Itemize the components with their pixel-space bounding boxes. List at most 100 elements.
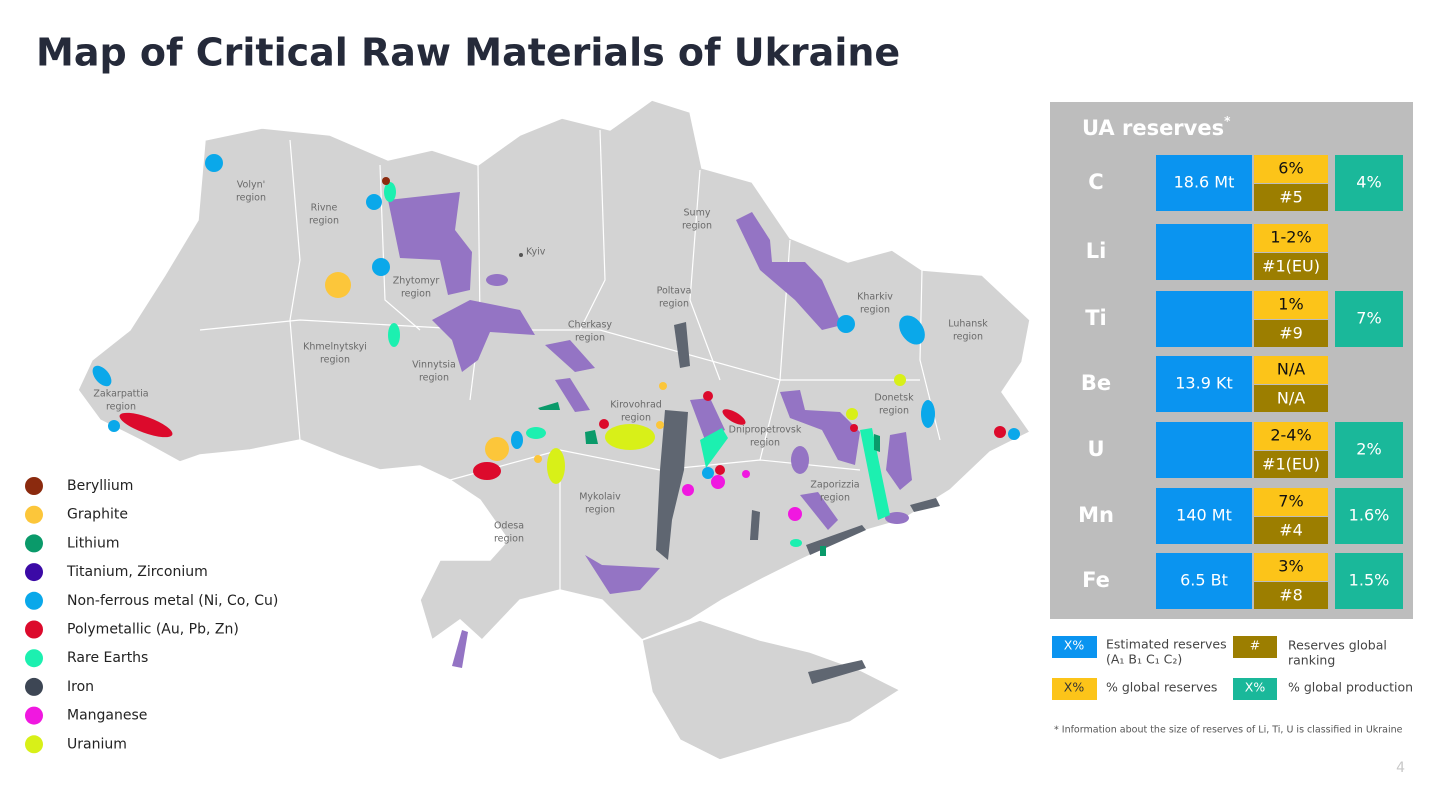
mainland: [77, 99, 1032, 642]
deposit: [656, 410, 688, 560]
global-share: N/A: [1277, 360, 1305, 379]
estimated: 18.6 Mt: [1174, 173, 1235, 192]
deposit: [526, 427, 546, 439]
deposit: [674, 322, 690, 368]
region-labels: Volyn' region Rivne region Zhytomyr region Sum…: [93, 180, 988, 545]
region-name: Kharkiv: [857, 292, 893, 303]
deposit: [388, 323, 400, 347]
region-name: Rivne: [311, 203, 338, 214]
legend-label: Manganese: [67, 708, 147, 724]
global-share: 1-2%: [1270, 228, 1311, 247]
region-suffix: region: [106, 402, 136, 413]
ranking-box: [1254, 385, 1328, 412]
key-symbol: X%: [1245, 680, 1266, 695]
legend-label: Titanium, Zirconium: [66, 564, 208, 580]
key-symbol: #: [1250, 638, 1260, 653]
deposits: [92, 154, 1020, 684]
deposit: [119, 412, 173, 438]
region-name: Vinnytsia: [412, 360, 456, 371]
key-label: Reserves global: [1288, 638, 1387, 653]
deposit: [703, 391, 713, 401]
reserves-title: UA reserves*: [1082, 114, 1231, 141]
ranking: #5: [1279, 188, 1303, 207]
production: 2%: [1356, 440, 1381, 459]
production-box: [1335, 488, 1403, 544]
deposit: [585, 555, 660, 594]
deposit: [850, 424, 858, 432]
region-suffix: region: [585, 505, 615, 516]
estimated-box: [1156, 356, 1252, 412]
region-suffix: region: [401, 289, 431, 300]
estimated-box: [1156, 553, 1252, 609]
region-name: Dnipropetrovsk: [729, 425, 802, 436]
estimated: 6.5 Bt: [1180, 571, 1228, 590]
region-name: Odesa: [494, 521, 524, 532]
share-box: [1254, 155, 1328, 183]
legend-label: Polymetallic (Au, Pb, Zn): [67, 622, 239, 638]
legend-swatch: [25, 677, 43, 696]
global-share: 7%: [1278, 492, 1303, 511]
deposit: [325, 272, 351, 298]
key-label: Estimated reserves: [1106, 637, 1227, 652]
deposit: [790, 539, 802, 547]
ranking-box: [1254, 451, 1328, 478]
deposit: [388, 192, 472, 295]
ranking-box: [1254, 253, 1328, 280]
title: Map of Critical Raw Materials of Ukraine: [36, 31, 900, 75]
map: Kyiv Volyn' region Rivne region Zhytomyr regi…: [77, 99, 1032, 761]
production-box: [1335, 553, 1403, 609]
deposit: [534, 455, 542, 463]
deposit: [886, 432, 912, 490]
production-box: [1335, 422, 1403, 478]
region-suffix: region: [682, 221, 712, 232]
deposit: [894, 374, 906, 386]
region-suffix: region: [621, 413, 651, 424]
deposit: [656, 421, 664, 429]
region-name: Volyn': [237, 180, 265, 191]
key-label: % global production: [1288, 680, 1413, 695]
deposit: [205, 154, 223, 172]
share-box: [1254, 488, 1328, 516]
region-suffix: region: [879, 406, 909, 417]
deposit: [788, 507, 802, 521]
ranking-box: [1254, 582, 1328, 609]
deposit: [921, 400, 935, 428]
region-name: Poltava: [657, 286, 692, 297]
deposit: [808, 660, 866, 684]
region-suffix: region: [320, 355, 350, 366]
deposit: [555, 378, 590, 412]
region-name: Zhytomyr: [393, 276, 440, 287]
deposit: [547, 448, 565, 484]
share-box: [1254, 291, 1328, 319]
deposit: [722, 409, 746, 425]
deposit: [702, 467, 714, 479]
share-box: [1254, 422, 1328, 450]
global-share: 3%: [1278, 557, 1303, 576]
region-name: Cherkasy: [568, 320, 613, 331]
deposit: [910, 498, 940, 512]
production: 7%: [1356, 309, 1381, 328]
deposit: [92, 365, 112, 387]
key-swatch: [1233, 678, 1277, 700]
region-name: Donetsk: [874, 393, 914, 404]
region-name: Sumy: [684, 208, 711, 219]
estimated-box: [1156, 291, 1252, 347]
ranking: #4: [1279, 521, 1303, 540]
global-share: 2-4%: [1270, 426, 1311, 445]
legend-label: Non-ferrous metal (Ni, Co, Cu): [67, 593, 278, 609]
legend-swatch: [25, 706, 43, 725]
share-box: [1254, 356, 1328, 384]
share-box: [1254, 553, 1328, 581]
region-suffix: region: [750, 438, 780, 449]
region-suffix: region: [659, 299, 689, 310]
estimated: 140 Mt: [1176, 506, 1232, 525]
deposit: [659, 382, 667, 390]
ranking: #9: [1279, 324, 1303, 343]
production: 1.5%: [1349, 571, 1390, 590]
legend-swatch: [25, 649, 43, 668]
region-suffix: region: [236, 193, 266, 204]
deposit: [384, 182, 396, 202]
region-suffix: region: [953, 332, 983, 343]
global-share: 6%: [1278, 159, 1303, 178]
